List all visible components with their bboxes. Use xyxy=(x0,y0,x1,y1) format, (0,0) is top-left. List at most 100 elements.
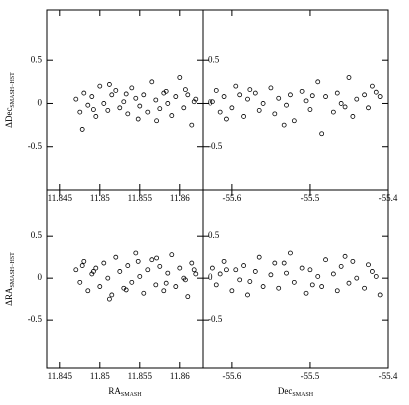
point xyxy=(307,107,313,112)
point xyxy=(237,277,243,283)
point xyxy=(163,88,169,94)
point xyxy=(185,92,191,98)
point xyxy=(85,102,91,108)
point xyxy=(346,280,352,286)
x-tick-label: -55.5 xyxy=(301,371,320,381)
point xyxy=(153,97,159,103)
point xyxy=(109,92,115,98)
point xyxy=(107,296,112,302)
point xyxy=(350,114,356,119)
point xyxy=(303,98,309,104)
point xyxy=(191,267,197,273)
x-tick-label: 11.86 xyxy=(170,371,190,381)
point xyxy=(241,114,246,119)
point xyxy=(315,79,321,85)
point xyxy=(85,288,91,294)
x-tick-label: 11.85 xyxy=(90,371,110,381)
point xyxy=(237,92,243,98)
y-tick-label: -0.5 xyxy=(28,314,43,324)
point xyxy=(245,292,250,298)
point xyxy=(281,260,287,266)
point xyxy=(241,263,246,268)
point xyxy=(377,94,383,99)
point xyxy=(169,113,175,118)
point xyxy=(189,260,195,266)
point xyxy=(252,90,258,96)
point xyxy=(334,288,340,294)
panel-frame xyxy=(202,189,389,369)
point xyxy=(97,83,103,89)
point xyxy=(260,284,266,289)
point xyxy=(346,75,352,80)
x-axis-label: RASMASH xyxy=(108,386,142,398)
point xyxy=(73,96,79,102)
point xyxy=(81,90,87,96)
point xyxy=(169,252,175,258)
point xyxy=(366,105,371,111)
point xyxy=(256,254,262,260)
point xyxy=(229,105,235,111)
point xyxy=(315,274,321,279)
point xyxy=(125,263,131,268)
point xyxy=(154,255,160,261)
point xyxy=(256,107,262,113)
point xyxy=(260,101,266,106)
point xyxy=(149,257,155,263)
point xyxy=(354,275,360,281)
point xyxy=(233,267,239,273)
x-tick-label: 11.86 xyxy=(170,193,190,203)
point xyxy=(77,109,83,115)
point xyxy=(221,94,227,99)
point xyxy=(165,270,171,276)
point xyxy=(101,260,107,266)
y-tick-label: 0.5 xyxy=(31,230,43,240)
point xyxy=(77,279,83,285)
point xyxy=(247,87,253,93)
point xyxy=(181,105,187,111)
point xyxy=(291,279,297,285)
x-axis-label: DecSMASH xyxy=(278,386,314,398)
point xyxy=(288,92,293,98)
point xyxy=(252,269,258,274)
y-axis-label-main: ΔRA xyxy=(4,287,14,306)
point xyxy=(338,264,344,269)
point xyxy=(137,103,143,109)
point xyxy=(323,94,328,99)
y-axis-label-sub: SMASH−HST xyxy=(10,72,16,108)
point xyxy=(113,88,119,93)
point xyxy=(133,250,139,256)
point xyxy=(135,116,141,122)
point xyxy=(303,290,309,296)
point xyxy=(141,290,147,296)
point xyxy=(105,107,111,113)
point xyxy=(373,89,379,95)
point xyxy=(221,258,227,264)
point xyxy=(123,287,129,293)
point xyxy=(182,277,188,283)
point xyxy=(97,284,103,289)
y-tick-label: 0.5 xyxy=(208,230,220,240)
point xyxy=(377,292,383,298)
point xyxy=(153,282,159,288)
x-axis-label-sub: SMASH xyxy=(292,392,313,398)
point xyxy=(299,88,305,94)
point xyxy=(123,91,129,97)
point xyxy=(121,99,127,105)
point xyxy=(157,264,163,269)
point xyxy=(135,258,141,264)
point xyxy=(362,92,367,98)
point xyxy=(247,279,253,284)
point xyxy=(291,118,297,124)
point xyxy=(79,127,85,132)
point xyxy=(309,93,315,99)
point xyxy=(224,267,229,273)
point xyxy=(101,101,107,106)
point xyxy=(109,292,115,298)
point xyxy=(185,294,191,300)
x-tick-label: -55.6 xyxy=(223,193,242,203)
point xyxy=(245,96,250,102)
point xyxy=(299,265,305,271)
point xyxy=(281,122,287,128)
point xyxy=(268,272,274,278)
